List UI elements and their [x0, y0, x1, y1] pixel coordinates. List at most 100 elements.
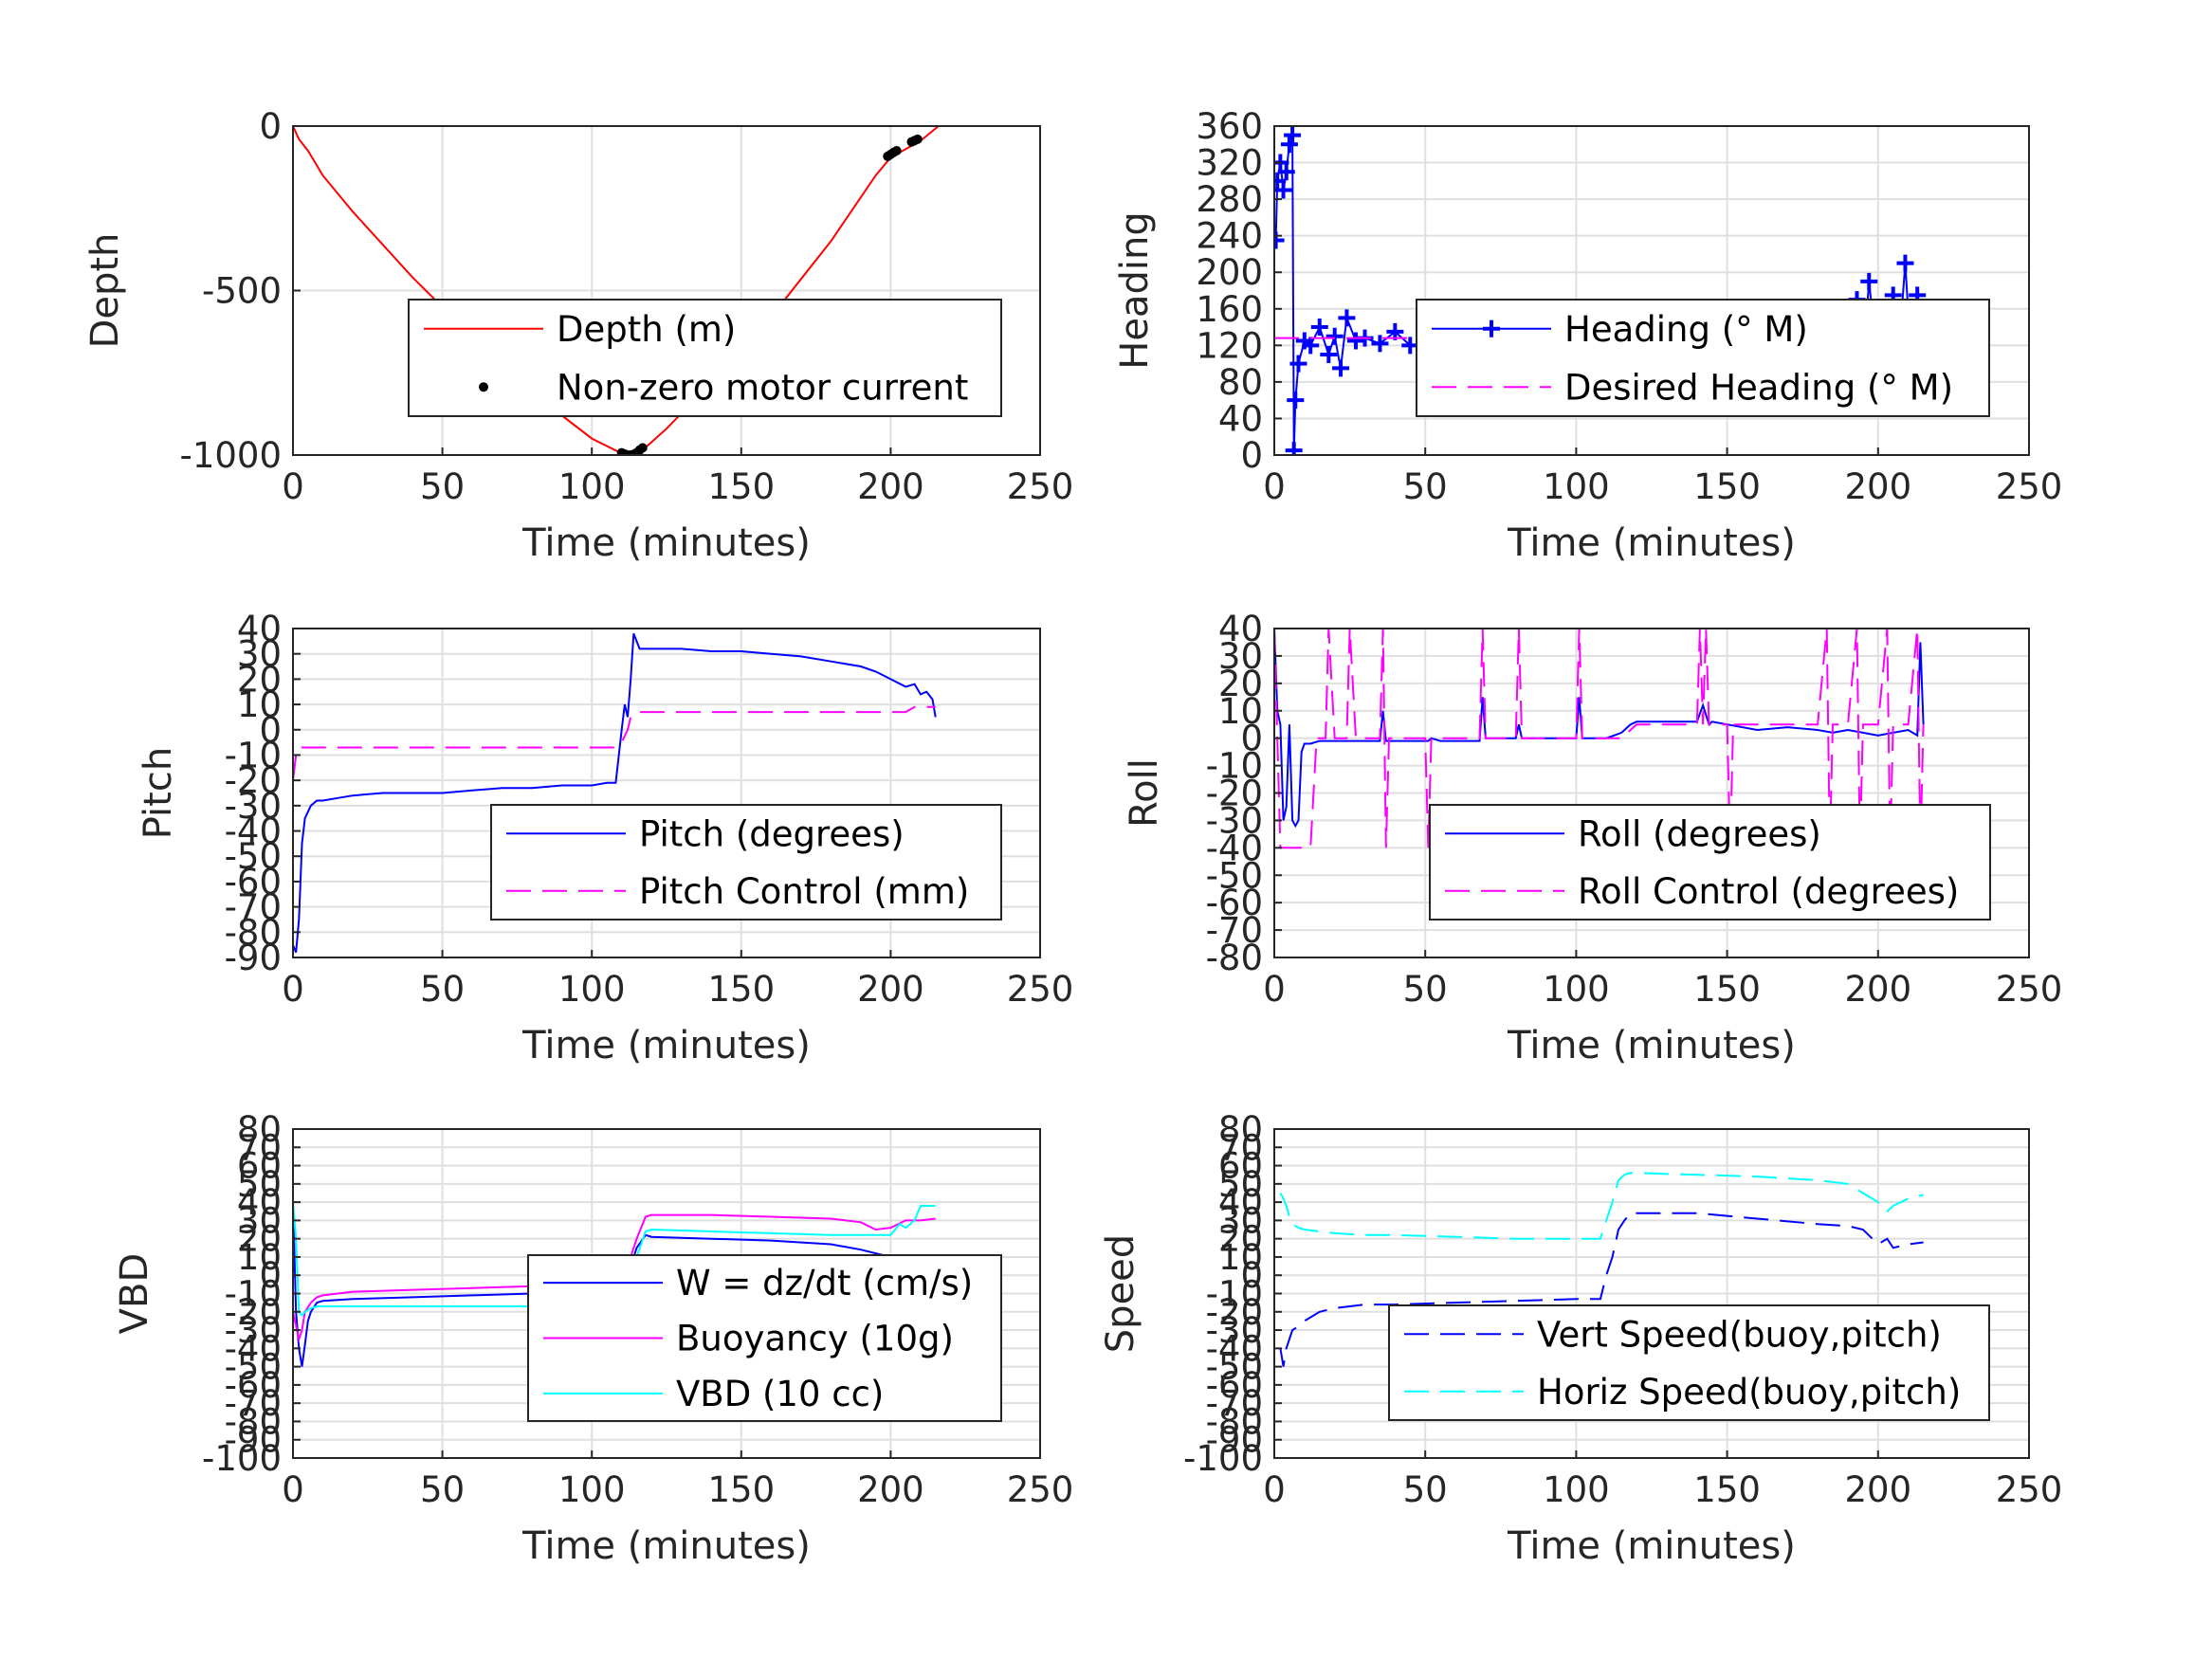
x-tick-label: 200: [1844, 969, 1911, 1010]
x-tick-label: 150: [707, 1469, 775, 1510]
legend-label: Buoyancy (10g): [676, 1319, 954, 1359]
series-line: [1274, 629, 1925, 849]
data-point: [1287, 392, 1305, 410]
legend-item: Vert Speed(buoy,pitch): [1404, 1314, 1942, 1355]
series-1: [293, 126, 940, 455]
y-tick-label: 40: [237, 1182, 282, 1223]
y-tick-label: 20: [237, 1219, 282, 1260]
legend-item: Heading (° M): [1432, 309, 1808, 350]
y-tick-label: 30: [237, 634, 282, 675]
y-tick-label: -80: [225, 912, 282, 953]
data-point: [912, 134, 923, 144]
x-tick-label: 150: [1693, 466, 1761, 507]
y-tick-label: -90: [225, 938, 282, 978]
y-tick-label: -20: [225, 1292, 282, 1333]
series-group: [293, 126, 940, 455]
chart-vbd: 0 50 100 150 200 250-100-90-80-70-60-50-40-30…: [113, 1109, 1073, 1568]
legend-label: Heading (° M): [1564, 309, 1808, 350]
legend-swatch: [1483, 319, 1500, 337]
legend-label: Depth (m): [557, 309, 736, 350]
y-tick-label: 30: [1218, 636, 1263, 677]
series-2: [1274, 629, 1925, 849]
x-tick-label: 100: [558, 969, 626, 1010]
legend-item: Desired Heading (° M): [1432, 367, 1953, 408]
legend: W = dz/dt (cm/s) Buoyancy (10g) VBD (10 cc…: [527, 1254, 1002, 1422]
data-point: [1285, 442, 1303, 455]
x-tick-label: 100: [1543, 969, 1610, 1010]
x-tick-label: 200: [1844, 1469, 1911, 1510]
x-tick-label: 0: [1263, 1469, 1286, 1510]
y-tick-label: -50: [225, 836, 282, 877]
y-tick-label: -30: [1206, 1310, 1263, 1351]
y-tick-label: -50: [1206, 855, 1263, 896]
legend: Roll (degrees) Roll Control (degrees): [1429, 804, 1991, 921]
y-tick-label: 30: [1218, 1200, 1263, 1241]
y-axis-label: Speed: [1099, 1234, 1143, 1353]
legend-label: Horiz Speed(buoy,pitch): [1537, 1372, 1961, 1413]
y-tick-label: 20: [1218, 664, 1263, 704]
y-axis-label: Depth: [83, 233, 127, 349]
y-tick-label: -10: [1206, 1274, 1263, 1315]
series-2: [616, 134, 923, 455]
y-tick-label: -40: [1206, 1328, 1263, 1369]
y-tick-label: 40: [1218, 1182, 1263, 1223]
data-point: [1346, 332, 1364, 350]
data-point: [1284, 126, 1302, 144]
y-tick-label: -50: [225, 1347, 282, 1388]
y-tick-label: -60: [1206, 1365, 1263, 1406]
legend-label: Pitch Control (mm): [639, 871, 969, 912]
legend: Pitch (degrees) Pitch Control (mm): [490, 804, 1002, 921]
data-point: [1280, 136, 1298, 154]
series-line: [293, 705, 936, 781]
legend-item: Roll (degrees): [1445, 813, 1821, 854]
x-tick-label: 50: [1403, 1469, 1448, 1510]
legend-item: Roll Control (degrees): [1445, 871, 1959, 912]
y-tick-label: -70: [225, 1383, 282, 1424]
legend-label: Pitch (degrees): [639, 813, 905, 854]
y-tick-label: -60: [1206, 883, 1263, 923]
legend-label: Vert Speed(buoy,pitch): [1537, 1314, 1942, 1355]
y-tick-label: 50: [1218, 1164, 1263, 1205]
legend: Vert Speed(buoy,pitch) Horiz Speed(buoy,p…: [1388, 1304, 1990, 1421]
legend-box: [490, 804, 1002, 921]
x-tick-label: 150: [707, 466, 775, 507]
data-point: [1332, 359, 1350, 377]
x-tick-label: 50: [1403, 466, 1448, 507]
data-point: [1860, 272, 1878, 290]
y-tick-label: 80: [237, 1109, 282, 1150]
legend-label: Roll (degrees): [1578, 813, 1821, 854]
y-tick-label: 320: [1196, 143, 1263, 184]
y-tick-label: 0: [259, 1255, 282, 1296]
x-tick-label: 50: [1403, 969, 1448, 1010]
series-line: [1279, 1212, 1924, 1367]
y-tick-label: -70: [1206, 910, 1263, 951]
series-group: [293, 632, 937, 954]
data-point: [1338, 309, 1356, 327]
y-tick-label: -100: [1183, 1438, 1263, 1479]
y-tick-label: 70: [237, 1127, 282, 1168]
data-point: [1274, 231, 1285, 249]
series-line: [293, 632, 937, 954]
y-tick-label: -20: [1206, 774, 1263, 814]
data-point: [1289, 355, 1307, 373]
x-tick-label: 250: [1007, 1469, 1074, 1510]
x-tick-label: 250: [1996, 1469, 2063, 1510]
y-tick-label: 10: [1218, 1237, 1263, 1278]
chart-speed: 0 50 100 150 200 250-100-90-80-70-60-50-40-30…: [1099, 1109, 2062, 1568]
legend: Depth (m) Non-zero motor current: [408, 299, 1002, 417]
data-point: [891, 146, 902, 156]
x-tick-label: 200: [857, 969, 924, 1010]
y-axis-label: Roll: [1123, 758, 1166, 828]
legend-item: Depth (m): [424, 309, 736, 350]
y-tick-label: 40: [1218, 609, 1263, 649]
legend-item: VBD (10 cc): [543, 1374, 884, 1414]
x-axis-label: Time (minutes): [521, 1524, 811, 1568]
y-tick-label: 10: [237, 1237, 282, 1278]
series-2: [293, 705, 936, 781]
x-tick-label: 0: [1263, 969, 1286, 1010]
y-tick-label: 10: [237, 684, 282, 725]
x-tick-label: 50: [420, 1469, 465, 1510]
x-tick-label: 250: [1996, 466, 2063, 507]
data-point: [637, 443, 648, 453]
y-tick-label: -90: [1206, 1420, 1263, 1461]
